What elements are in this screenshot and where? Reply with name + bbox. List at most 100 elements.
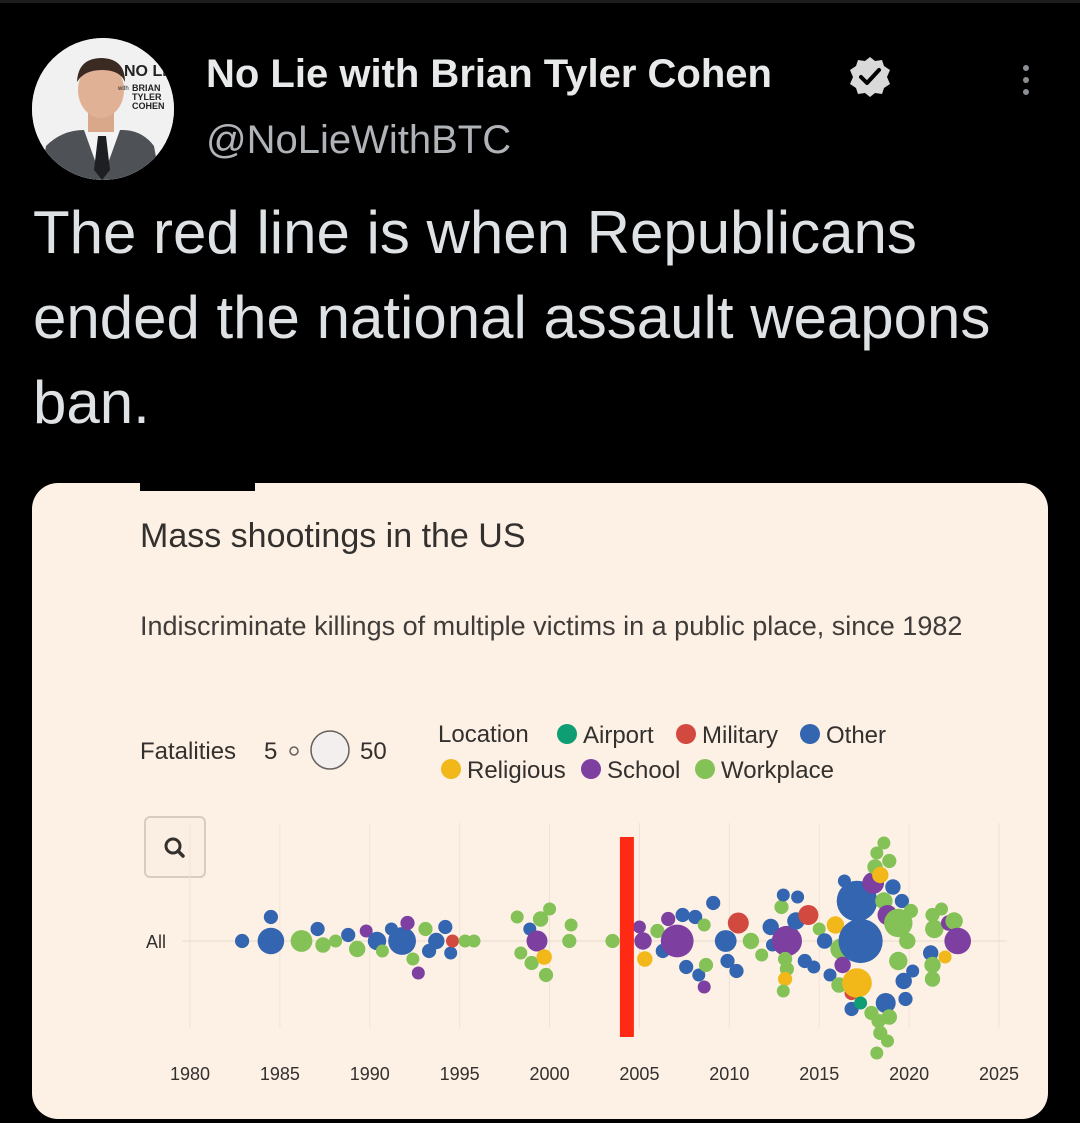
- data-point[interactable]: [697, 918, 711, 932]
- data-point[interactable]: [771, 925, 803, 957]
- data-point[interactable]: [898, 991, 913, 1007]
- data-point[interactable]: [826, 916, 845, 934]
- data-point[interactable]: [872, 866, 889, 884]
- data-point[interactable]: [812, 922, 826, 936]
- data-point[interactable]: [290, 930, 313, 952]
- data-point[interactable]: [446, 934, 459, 948]
- data-point[interactable]: [816, 933, 833, 949]
- data-point[interactable]: [791, 890, 805, 904]
- data-point[interactable]: [923, 945, 939, 961]
- data-point[interactable]: [679, 959, 694, 975]
- data-point[interactable]: [727, 912, 749, 934]
- data-point[interactable]: [632, 920, 646, 934]
- data-point[interactable]: [807, 960, 821, 974]
- data-point[interactable]: [742, 932, 760, 950]
- data-point[interactable]: [359, 924, 373, 938]
- data-point[interactable]: [349, 940, 366, 958]
- data-point[interactable]: [400, 915, 415, 931]
- data-point[interactable]: [935, 902, 948, 916]
- data-point[interactable]: [697, 980, 711, 994]
- data-point[interactable]: [428, 932, 445, 950]
- data-point[interactable]: [661, 911, 676, 927]
- data-point[interactable]: [834, 956, 851, 974]
- data-point[interactable]: [778, 971, 793, 987]
- data-point[interactable]: [543, 902, 557, 916]
- zoom-button[interactable]: [144, 816, 206, 878]
- data-point[interactable]: [538, 967, 554, 983]
- data-point[interactable]: [720, 953, 735, 969]
- author-name[interactable]: No Lie with Brian Tyler Cohen: [206, 52, 772, 96]
- data-point[interactable]: [263, 909, 278, 925]
- data-point[interactable]: [698, 957, 714, 973]
- data-point[interactable]: [329, 934, 343, 948]
- data-point[interactable]: [235, 933, 250, 949]
- data-point[interactable]: [310, 921, 325, 937]
- data-point[interactable]: [514, 946, 528, 960]
- legend-label-other[interactable]: Other: [826, 722, 886, 749]
- data-point[interactable]: [882, 853, 897, 869]
- data-point[interactable]: [854, 996, 868, 1010]
- data-point[interactable]: [945, 912, 963, 930]
- data-point[interactable]: [411, 966, 425, 980]
- data-point[interactable]: [524, 955, 539, 971]
- legend-label-airport[interactable]: Airport: [583, 722, 654, 749]
- data-point[interactable]: [605, 933, 620, 949]
- data-point[interactable]: [458, 934, 472, 948]
- data-point[interactable]: [903, 903, 919, 919]
- data-point[interactable]: [526, 930, 548, 952]
- legend-label-school[interactable]: School: [607, 757, 680, 784]
- data-point[interactable]: [870, 846, 884, 860]
- data-point[interactable]: [637, 951, 653, 967]
- data-point[interactable]: [406, 952, 420, 966]
- data-point[interactable]: [315, 937, 331, 953]
- data-point[interactable]: [375, 944, 389, 958]
- data-point[interactable]: [889, 951, 908, 971]
- chart-card[interactable]: Mass shootings in the US Indiscriminate …: [32, 483, 1048, 1119]
- data-point[interactable]: [688, 909, 703, 925]
- data-point[interactable]: [675, 907, 690, 923]
- data-point[interactable]: [438, 919, 453, 935]
- data-point[interactable]: [562, 933, 577, 949]
- data-point[interactable]: [660, 924, 694, 958]
- data-point[interactable]: [925, 919, 944, 939]
- data-point[interactable]: [257, 927, 285, 955]
- data-point[interactable]: [881, 1034, 894, 1048]
- data-point[interactable]: [906, 964, 920, 978]
- data-point[interactable]: [899, 932, 916, 950]
- data-point[interactable]: [944, 927, 971, 955]
- data-point[interactable]: [776, 888, 790, 902]
- legend-label-military[interactable]: Military: [702, 722, 778, 749]
- data-point[interactable]: [798, 905, 819, 925]
- data-point[interactable]: [729, 963, 744, 979]
- data-point[interactable]: [884, 908, 913, 938]
- legend-label-workplace[interactable]: Workplace: [721, 757, 834, 784]
- data-point[interactable]: [895, 972, 912, 990]
- author-handle[interactable]: @NoLieWithBTC: [206, 118, 512, 162]
- data-point[interactable]: [418, 921, 433, 937]
- data-point[interactable]: [776, 984, 790, 998]
- more-options-icon[interactable]: [1006, 60, 1046, 100]
- legend-label-religious[interactable]: Religious: [467, 757, 566, 784]
- data-point[interactable]: [924, 956, 941, 974]
- data-point[interactable]: [714, 930, 737, 952]
- data-point[interactable]: [444, 946, 458, 960]
- data-point[interactable]: [388, 927, 416, 955]
- data-point[interactable]: [894, 893, 910, 909]
- data-point[interactable]: [881, 1009, 897, 1025]
- data-point[interactable]: [938, 950, 952, 964]
- data-point[interactable]: [467, 934, 481, 948]
- data-point[interactable]: [774, 899, 789, 915]
- data-point[interactable]: [650, 923, 665, 939]
- data-point[interactable]: [510, 910, 524, 924]
- data-point[interactable]: [924, 971, 941, 987]
- data-point[interactable]: [536, 949, 552, 965]
- avatar[interactable]: NO LIE with BRIAN TYLER COHEN: [32, 38, 174, 180]
- data-point[interactable]: [838, 918, 883, 964]
- data-point[interactable]: [692, 968, 706, 982]
- data-point[interactable]: [762, 918, 779, 936]
- data-point[interactable]: [532, 911, 549, 927]
- data-point[interactable]: [341, 927, 356, 943]
- data-point[interactable]: [885, 879, 901, 895]
- data-point[interactable]: [706, 895, 721, 911]
- data-point[interactable]: [877, 836, 891, 850]
